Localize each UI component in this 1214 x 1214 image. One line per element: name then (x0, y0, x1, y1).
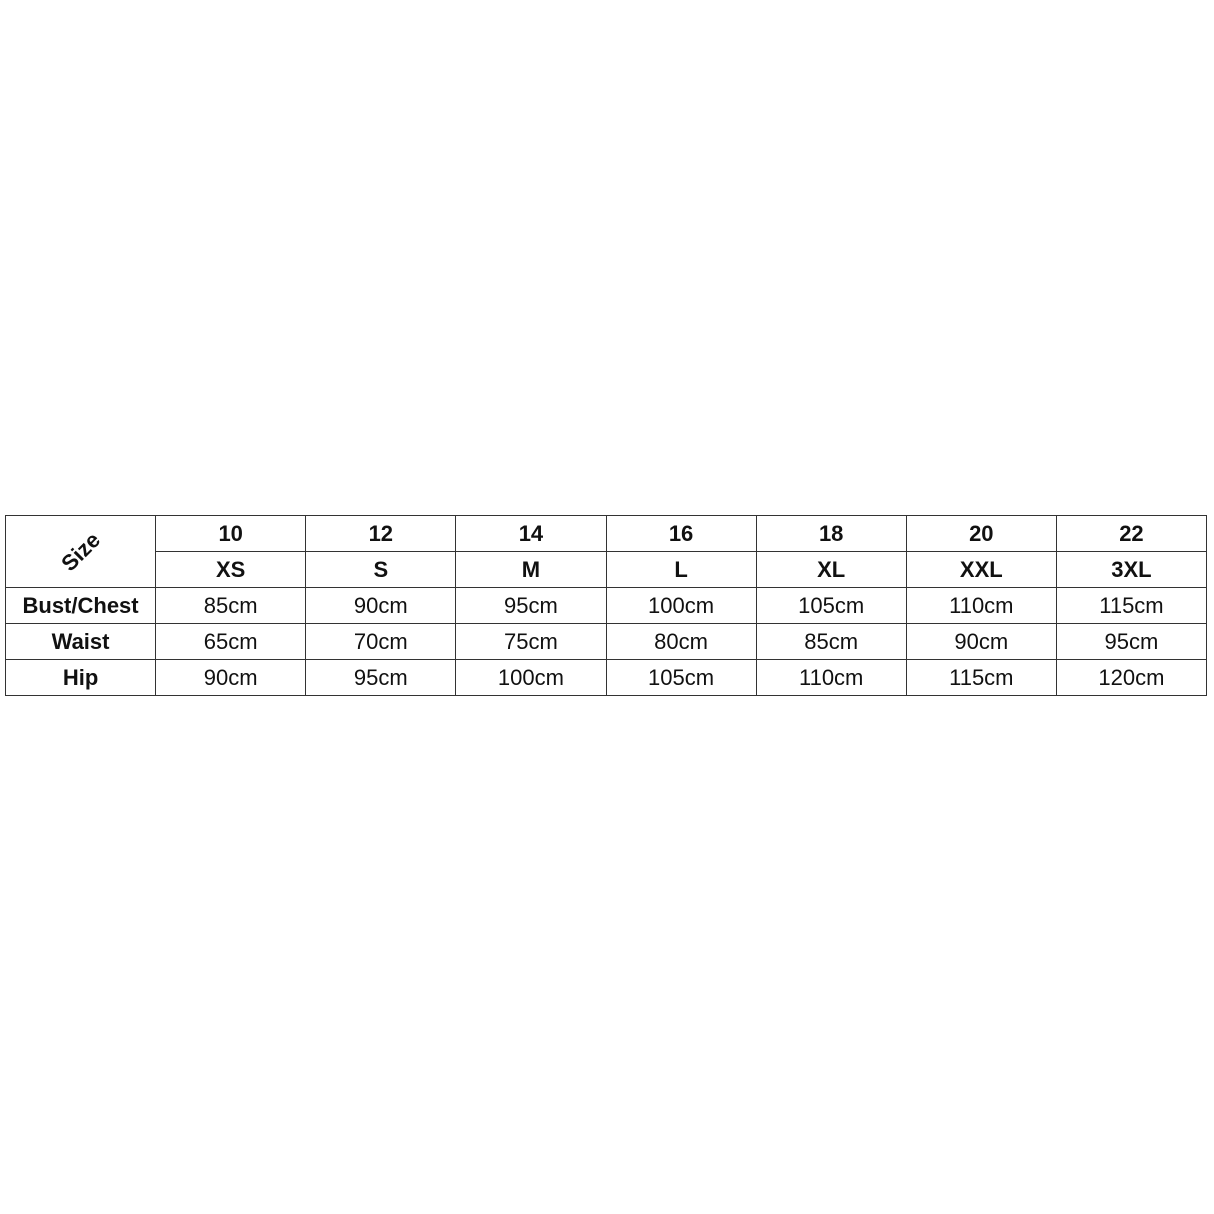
size-corner-cell: Size (4, 515, 157, 588)
size-numeric-header: 10 (155, 515, 307, 552)
size-letter-header: XS (155, 551, 307, 588)
measurement-cell: 75cm (455, 623, 607, 660)
measurement-cell: 110cm (905, 587, 1057, 624)
size-letter-header: XXL (905, 551, 1057, 588)
header-row-numeric: Size 10 12 14 16 18 20 22 (4, 515, 1208, 588)
measurement-cell: 110cm (755, 659, 907, 696)
measurement-cell: 115cm (1055, 587, 1208, 624)
size-numeric-header: 16 (605, 515, 757, 552)
size-letter-header: 3XL (1055, 551, 1208, 588)
table-row: Bust/Chest 85cm 90cm 95cm 100cm 105cm 110cm 115… (4, 587, 1208, 624)
size-numeric-header: 14 (455, 515, 607, 552)
row-label: Bust/Chest (4, 587, 157, 624)
table-row: Waist 65cm 70cm 75cm 80cm 85cm 90cm 95cm (4, 623, 1208, 660)
measurement-cell: 95cm (1055, 623, 1208, 660)
size-letter-header: L (605, 551, 757, 588)
measurement-cell: 95cm (455, 587, 607, 624)
size-letter-header: S (305, 551, 457, 588)
measurement-cell: 100cm (605, 587, 757, 624)
measurement-cell: 105cm (755, 587, 907, 624)
measurement-cell: 100cm (455, 659, 607, 696)
measurement-cell: 95cm (305, 659, 457, 696)
size-letter-header: XL (755, 551, 907, 588)
size-numeric-header: 18 (755, 515, 907, 552)
size-numeric-header: 20 (905, 515, 1057, 552)
measurement-cell: 65cm (155, 623, 307, 660)
row-label: Waist (4, 623, 157, 660)
measurement-cell: 90cm (305, 587, 457, 624)
row-label: Hip (4, 659, 157, 696)
header-row-letter: XS S M L XL XXL 3XL (6, 551, 1208, 588)
measurement-cell: 85cm (155, 587, 307, 624)
size-numeric-header: 22 (1055, 515, 1208, 552)
measurement-cell: 85cm (755, 623, 907, 660)
size-chart-table: Size 10 12 14 16 18 20 22 XS S M L XL XXL 3XL Bust/Ches… (4, 515, 1208, 696)
measurement-cell: 120cm (1055, 659, 1208, 696)
size-letter-header: M (455, 551, 607, 588)
size-label: Size (55, 526, 105, 576)
table-row: Hip 90cm 95cm 100cm 105cm 110cm 115cm 120cm (4, 659, 1208, 696)
measurement-cell: 105cm (605, 659, 757, 696)
measurement-cell: 70cm (305, 623, 457, 660)
measurement-cell: 115cm (905, 659, 1057, 696)
measurement-cell: 90cm (905, 623, 1057, 660)
measurement-cell: 90cm (155, 659, 307, 696)
measurement-cell: 80cm (605, 623, 757, 660)
size-numeric-header: 12 (305, 515, 457, 552)
